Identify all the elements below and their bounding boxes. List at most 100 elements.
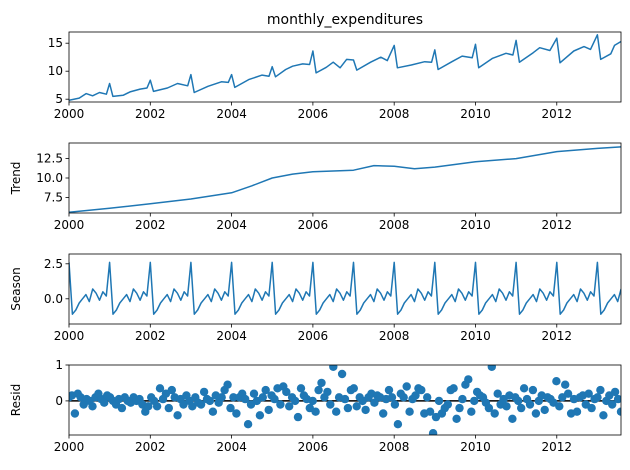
- resid-point: [390, 400, 400, 409]
- resid-point: [232, 409, 241, 418]
- resid-point: [332, 407, 341, 416]
- resid-point: [241, 394, 250, 404]
- resid-point: [317, 378, 326, 388]
- x-tick-label: 2012: [542, 218, 573, 232]
- axes-frame: [68, 142, 622, 214]
- panel-data: [69, 34, 621, 102]
- resid-point: [596, 385, 605, 395]
- resid-point: [249, 389, 259, 398]
- resid-point: [405, 407, 414, 416]
- x-tick-label: 2006: [298, 218, 329, 232]
- resid-point: [164, 403, 173, 413]
- resid-point: [593, 393, 602, 402]
- resid-point: [470, 396, 479, 406]
- resid-point: [487, 365, 496, 371]
- resid-point: [370, 398, 379, 407]
- x-tick-label: 2008: [379, 440, 410, 454]
- x-tick-label: 2000: [54, 107, 85, 121]
- resid-point: [258, 393, 267, 402]
- resid-point: [514, 396, 523, 406]
- resid-point: [587, 403, 596, 413]
- panel-trend: 2000 2002 2004 2006 2008 2010 2012 7.5 10.0 12.5 T…: [9, 142, 622, 232]
- resid-point: [308, 396, 317, 406]
- x-tick-label: 2012: [542, 107, 573, 121]
- resid-point: [100, 398, 109, 407]
- resid-point: [563, 389, 573, 398]
- resid-point: [399, 393, 408, 402]
- resid-point: [293, 412, 303, 422]
- x-tick-label: 2004: [216, 218, 247, 232]
- resid-point: [326, 400, 335, 409]
- resid-point: [613, 394, 621, 404]
- resid-point: [423, 393, 432, 402]
- resid-point: [428, 429, 438, 435]
- resid-point: [276, 400, 285, 409]
- resid-point: [314, 385, 323, 395]
- resid-point: [173, 411, 182, 420]
- x-tick-label: 2010: [460, 218, 491, 232]
- resid-point: [610, 387, 620, 397]
- resid-point: [270, 394, 279, 404]
- resid-point: [493, 389, 502, 398]
- resid-point: [464, 375, 473, 384]
- resid-point: [337, 369, 347, 379]
- resid-point: [561, 380, 570, 389]
- panel-observed: 2000 2002 2004 2006 2008 2010 2012 5 10 15: [48, 31, 622, 121]
- resid-point: [584, 389, 593, 398]
- resid-point: [329, 365, 338, 371]
- resid-point: [243, 420, 253, 429]
- y-tick-label: 1: [55, 358, 63, 372]
- x-tick-label: 2002: [135, 440, 166, 454]
- x-tick-label: 2010: [460, 440, 491, 454]
- y-axis-label: Trend: [9, 162, 23, 196]
- resid-point: [417, 385, 426, 395]
- y-axis-label: Resid: [9, 384, 23, 416]
- panel-data: [69, 146, 621, 213]
- x-tick-label: 2002: [135, 329, 166, 343]
- resid-point: [229, 393, 238, 402]
- x-tick-label: 2000: [54, 329, 85, 343]
- y-tick-label: 2.5: [44, 257, 63, 271]
- y-tick-label: 12.5: [36, 152, 63, 166]
- axes-frame: [68, 31, 622, 103]
- x-tick-label: 2008: [379, 107, 410, 121]
- x-tick-label: 2008: [379, 329, 410, 343]
- panel-resid: 2000 2002 2004 2006 2008 2010 2012 0 1 Resid: [9, 358, 622, 454]
- resid-point: [467, 407, 476, 416]
- trend-line: [69, 146, 621, 213]
- x-tick-label: 2000: [54, 440, 85, 454]
- resid-point: [449, 384, 458, 393]
- resid-point: [311, 407, 320, 416]
- resid-point: [599, 411, 608, 420]
- resid-point: [555, 402, 564, 411]
- resid-point: [616, 407, 621, 416]
- panel-data: [69, 365, 621, 435]
- resid-point: [402, 382, 411, 391]
- resid-point: [349, 384, 358, 393]
- x-tick-label: 2000: [54, 218, 85, 232]
- resid-point: [411, 391, 420, 400]
- chart-title: monthly_expenditures: [267, 12, 423, 28]
- resid-point: [340, 394, 350, 404]
- resid-point: [205, 396, 215, 406]
- x-tick-label: 2008: [379, 218, 410, 232]
- resid-point: [425, 407, 435, 416]
- y-tick-label: 10.0: [36, 171, 63, 185]
- x-tick-label: 2006: [298, 107, 329, 121]
- x-tick-label: 2012: [542, 440, 573, 454]
- resid-point: [387, 393, 397, 402]
- y-tick-label: 10: [48, 64, 63, 78]
- resid-point: [379, 409, 388, 418]
- resid-point: [208, 407, 218, 416]
- resid-point: [393, 420, 403, 429]
- x-tick-label: 2006: [298, 329, 329, 343]
- resid-point: [528, 385, 538, 395]
- x-tick-label: 2002: [135, 218, 166, 232]
- resid-point: [323, 387, 332, 397]
- x-tick-label: 2004: [216, 329, 247, 343]
- resid-point: [70, 409, 80, 418]
- resid-point: [384, 385, 394, 395]
- resid-point: [343, 403, 353, 413]
- resid-point: [199, 387, 209, 397]
